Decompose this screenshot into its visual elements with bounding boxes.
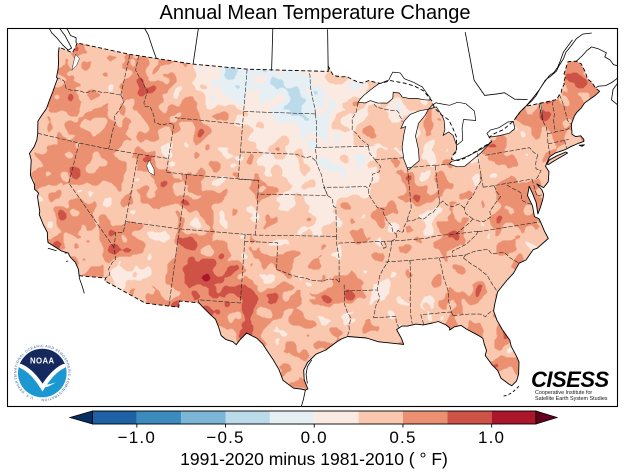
svg-text:NOAA: NOAA [30,357,55,366]
